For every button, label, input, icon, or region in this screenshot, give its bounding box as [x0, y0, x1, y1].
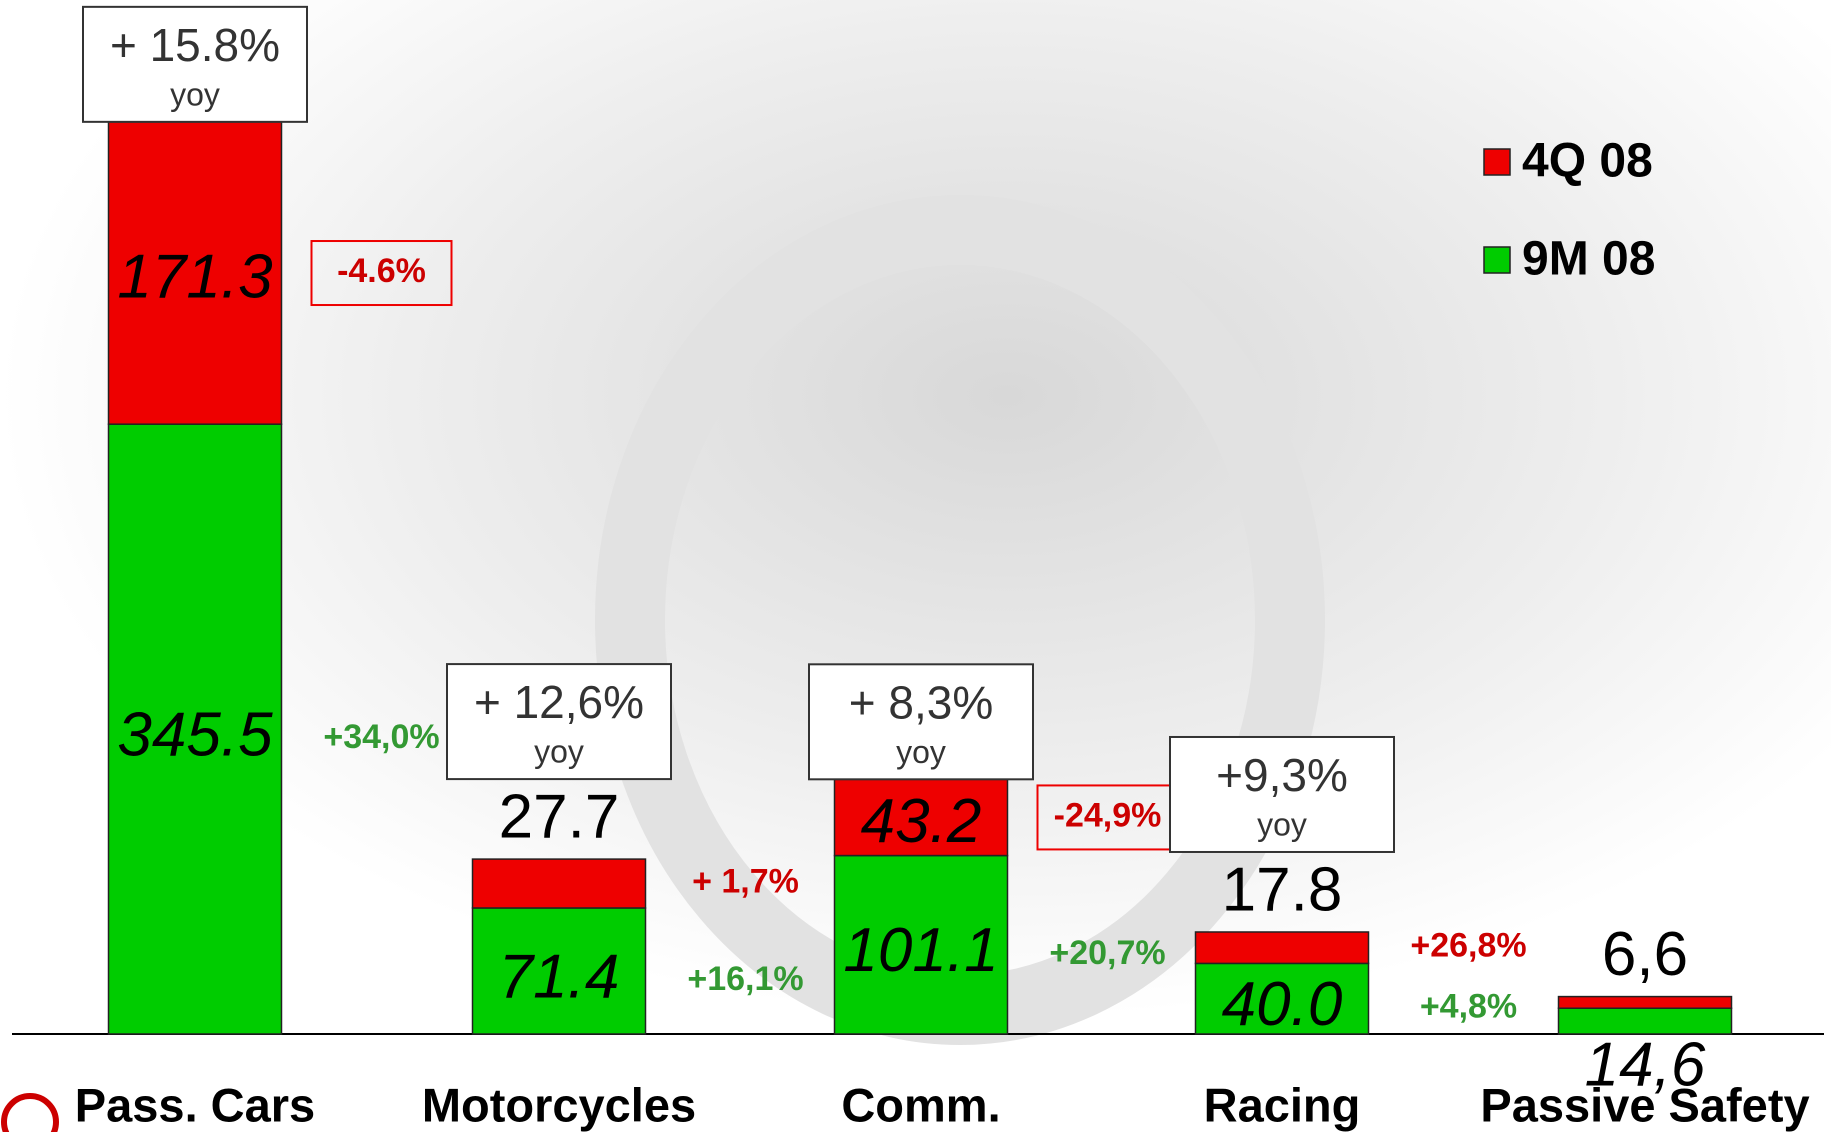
growth-label: +4,8%	[1420, 988, 1517, 1026]
bar-segment	[1557, 995, 1733, 1009]
x-tick-label: Motorcycles	[422, 1078, 696, 1131]
value-label: 345.5	[117, 700, 273, 769]
value-label: 6,6	[1602, 920, 1688, 989]
yoy-label: + 12,6%	[474, 676, 644, 728]
yoy-box	[808, 663, 1034, 781]
value-label: 17.8	[1222, 855, 1343, 924]
value-label: 71.4	[499, 942, 620, 1011]
logo	[1, 1093, 59, 1132]
x-tick-label: Pass. Cars	[75, 1078, 315, 1131]
growth-label: -4.6%	[337, 252, 426, 290]
legend-label: 9M 08	[1522, 233, 1655, 286]
yoy-label: + 15.8%	[110, 19, 280, 71]
legend-swatch	[1483, 148, 1511, 176]
yoy-box	[446, 663, 672, 781]
value-label: 40.0	[1222, 970, 1343, 1039]
yoy-text: yoy	[1257, 806, 1307, 842]
bar-segment	[471, 858, 647, 909]
yoy-label: +9,3%	[1216, 749, 1348, 801]
bar-segment	[1194, 931, 1370, 965]
growth-label: -24,9%	[1054, 796, 1162, 834]
bar-segment	[107, 121, 283, 425]
growth-box	[310, 240, 453, 307]
value-label: 101.1	[843, 916, 998, 985]
value-label: 171.3	[117, 242, 272, 311]
value-label: 27.7	[499, 782, 620, 851]
growth-label: +16,1%	[687, 960, 803, 998]
yoy-text: yoy	[534, 734, 584, 770]
value-label: 14,6	[1585, 1030, 1706, 1099]
value-label: 43.2	[861, 787, 982, 856]
x-tick-label: Comm.	[841, 1078, 1000, 1131]
growth-label: +34,0%	[323, 718, 439, 756]
yoy-text: yoy	[170, 76, 220, 112]
bar-segment	[1194, 962, 1370, 1035]
legend-swatch	[1483, 246, 1511, 274]
yoy-box	[1169, 735, 1395, 853]
x-tick-label: Passive Safety	[1480, 1078, 1809, 1131]
bar-segment	[107, 423, 283, 1035]
bar-segment	[833, 854, 1009, 1035]
growth-label: +26,8%	[1410, 927, 1526, 965]
growth-label: +20,7%	[1049, 934, 1165, 972]
yoy-box	[82, 5, 308, 123]
yoy-label: + 8,3%	[849, 676, 994, 728]
bar-segment	[833, 778, 1009, 857]
yoy-text: yoy	[896, 734, 946, 770]
growth-label: + 1,7%	[692, 863, 799, 901]
x-tick-label: Racing	[1204, 1078, 1361, 1131]
legend-label: 4Q 08	[1522, 135, 1653, 188]
